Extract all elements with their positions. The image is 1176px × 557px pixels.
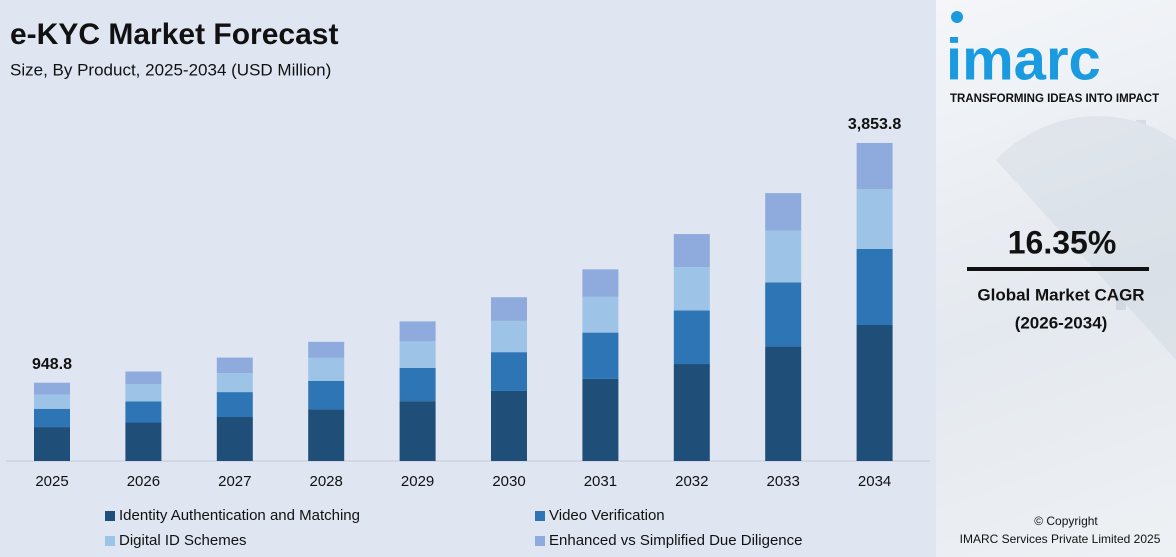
- bar-segment: [491, 390, 527, 461]
- tagline: TRANSFORMING IDEAS INTO IMPACT: [950, 93, 1159, 105]
- legend-label: Identity Authentication and Matching: [119, 507, 360, 524]
- bar-segment: [308, 357, 345, 381]
- bar-segment: [765, 230, 802, 283]
- side-graphic: imarc TRANSFORMING IDEAS INTO IMPACT 16.…: [946, 11, 1176, 546]
- bar-segment: [765, 282, 802, 347]
- bar-segment: [125, 422, 162, 461]
- bar-segment: [399, 401, 436, 461]
- total-label: 948.8: [32, 356, 72, 373]
- bar-segment: [216, 373, 253, 393]
- bar-segment: [582, 378, 619, 461]
- cagr-label: Global Market CAGR: [977, 285, 1144, 304]
- x-tick-label: 2034: [858, 473, 891, 490]
- bar-segment: [399, 321, 436, 342]
- cagr-period: (2026-2034): [1015, 313, 1108, 332]
- x-tick-label: 2029: [401, 473, 434, 490]
- chart-subtitle: Size, By Product, 2025-2034 (USD Million…: [10, 60, 331, 79]
- bar-segment: [673, 267, 710, 311]
- bar-segment: [125, 384, 162, 402]
- legend-swatch: [535, 536, 545, 546]
- bar-segment: [34, 427, 70, 461]
- bar-segment: [765, 346, 802, 461]
- legend-swatch: [105, 536, 115, 546]
- bar-segment: [856, 248, 893, 325]
- legend-label: Enhanced vs Simplified Due Diligence: [549, 532, 802, 549]
- bar-segment: [308, 341, 345, 358]
- total-label: 3,853.8: [848, 116, 901, 133]
- chart-title: e-KYC Market Forecast: [10, 18, 338, 51]
- bar-segment: [34, 408, 70, 428]
- logo: imarc: [946, 27, 1101, 92]
- bar-segment: [673, 364, 710, 461]
- bar-segment: [856, 324, 893, 461]
- bar-segment: [491, 297, 527, 321]
- bar-segment: [216, 392, 253, 418]
- bar-segment: [216, 357, 253, 374]
- legend-label: Video Verification: [549, 507, 665, 524]
- x-tick-label: 2027: [218, 473, 251, 490]
- legend-swatch: [535, 511, 545, 521]
- x-tick-label: 2026: [127, 473, 160, 490]
- cagr-value: 16.35%: [1008, 224, 1117, 260]
- x-tick-label: 2032: [675, 473, 708, 490]
- x-tick-label: 2033: [767, 473, 800, 490]
- background-decoration: [996, 116, 1176, 361]
- bar-segment: [399, 341, 436, 368]
- divider: [967, 267, 1149, 271]
- x-tick-label: 2028: [310, 473, 343, 490]
- chart: e-KYC Market Forecast Size, By Product, …: [6, 18, 930, 549]
- bar-segment: [856, 188, 893, 249]
- x-tick-label: 2030: [492, 473, 525, 490]
- bar-segment: [34, 382, 70, 395]
- logo-dot: [951, 11, 963, 23]
- company: IMARC Services Private Limited 2025: [960, 532, 1161, 546]
- bar-segment: [491, 320, 527, 353]
- x-tick-label: 2025: [35, 473, 68, 490]
- bar-segment: [491, 352, 527, 391]
- bar-segment: [125, 371, 162, 385]
- bar-segment: [308, 409, 345, 461]
- bar-segment: [216, 417, 253, 461]
- bar-segment: [582, 296, 619, 333]
- bar-segment: [34, 394, 70, 409]
- copyright: © Copyright: [1034, 514, 1098, 528]
- legend-label: Digital ID Schemes: [119, 532, 247, 549]
- legend-swatch: [105, 511, 115, 521]
- bar-segment: [125, 401, 162, 423]
- bar-segment: [765, 193, 802, 231]
- bar-segment: [399, 367, 436, 402]
- x-tick-label: 2031: [584, 473, 617, 490]
- bar-segment: [308, 380, 345, 410]
- bar-segment: [673, 234, 710, 268]
- bar-segment: [673, 310, 710, 365]
- bar-segment: [582, 332, 619, 379]
- side-panel: imarc TRANSFORMING IDEAS INTO IMPACT 16.…: [936, 0, 1176, 557]
- bar-segment: [582, 269, 619, 297]
- bar-segment: [856, 142, 893, 189]
